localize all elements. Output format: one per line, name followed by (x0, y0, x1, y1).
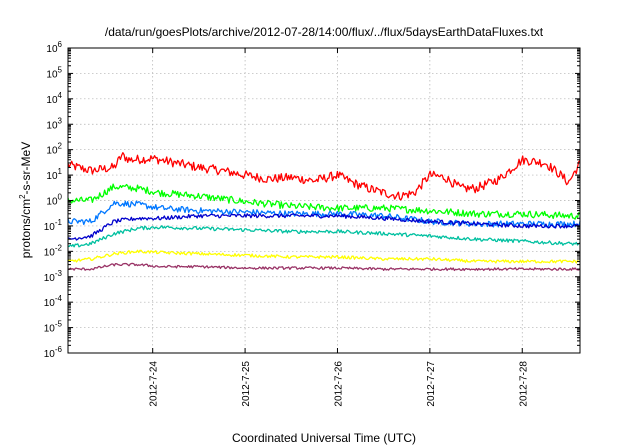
x-axis-label: Coordinated Universal Time (UTC) (232, 431, 416, 445)
y-tick-label: 102 (46, 142, 62, 157)
y-tick-label: 10-6 (44, 345, 63, 360)
x-tick-label: 2012-7-27 (426, 361, 437, 407)
x-tick-label: 2012-7-24 (149, 361, 160, 407)
axis-ticks (68, 47, 580, 354)
y-tick-label: 10-4 (44, 294, 63, 309)
y-tick-label: 105 (46, 65, 62, 80)
series-line-1 (67, 152, 581, 201)
y-tick-label: 101 (46, 167, 62, 182)
y-tick-label: 104 (46, 91, 62, 106)
x-tick-label: 2012-7-25 (241, 361, 252, 407)
y-tick-label: 10-5 (44, 320, 63, 335)
series-line-5 (67, 225, 581, 248)
y-tick-label: 10-3 (44, 269, 63, 284)
y-tick-labels: 10-6 10-5 10-4 10-3 10-2 10-1 100 101 102 103 104 1… (44, 40, 63, 360)
grid-lines (68, 48, 580, 353)
series-line-2 (67, 183, 581, 220)
series-line-4 (67, 213, 581, 241)
y-tick-label: 100 (46, 193, 62, 208)
chart-title: /data/run/goesPlots/archive/2012-07-28/1… (105, 25, 544, 39)
y-tick-label: 10-2 (44, 243, 63, 258)
x-tick-labels: 2012-7-24 2012-7-25 2012-7-26 2012-7-27 2012… (149, 361, 530, 407)
x-tick-label: 2012-7-28 (518, 361, 529, 407)
series-line-6 (67, 249, 581, 264)
y-tick-label: 103 (46, 116, 62, 131)
y-tick-label: 10-1 (44, 218, 63, 233)
data-series (67, 152, 581, 272)
y-axis-label: protons/cm2-s-sr-MeV (18, 142, 33, 258)
y-tick-label: 106 (46, 40, 62, 55)
series-line-7 (67, 262, 581, 272)
x-tick-label: 2012-7-26 (333, 361, 344, 407)
